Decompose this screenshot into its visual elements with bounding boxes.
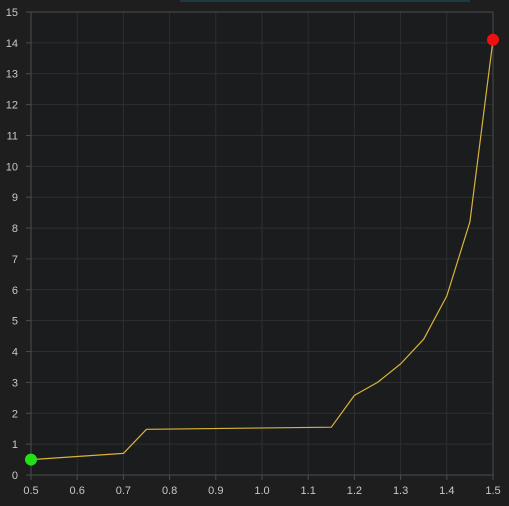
y-tick-label: 2 bbox=[12, 408, 18, 420]
y-tick-label: 11 bbox=[7, 130, 18, 142]
top-strip bbox=[180, 0, 470, 2]
x-tick-label: 1.1 bbox=[301, 485, 316, 497]
y-tick-label: 9 bbox=[12, 192, 18, 204]
end-marker bbox=[487, 33, 499, 46]
y-tick-label: 4 bbox=[12, 347, 18, 359]
y-tick-label: 0 bbox=[12, 470, 18, 482]
x-tick-label: 1.2 bbox=[347, 485, 362, 497]
y-tick-label: 6 bbox=[12, 285, 18, 297]
x-tick-label: 0.9 bbox=[208, 485, 223, 497]
x-tick-label: 1.5 bbox=[485, 485, 500, 497]
x-tick-label: 1.0 bbox=[254, 485, 269, 497]
y-tick-label: 14 bbox=[6, 38, 18, 50]
x-tick-label: 0.5 bbox=[23, 485, 38, 497]
x-tick-label: 0.7 bbox=[116, 485, 131, 497]
x-tick-label: 1.4 bbox=[439, 485, 454, 497]
x-tick-label: 0.6 bbox=[70, 485, 85, 497]
y-tick-label: 12 bbox=[6, 100, 18, 112]
series-line bbox=[30, 39, 494, 461]
y-tick-label: 10 bbox=[6, 161, 18, 173]
y-tick-label: 8 bbox=[12, 223, 18, 235]
y-tick-label: 7 bbox=[12, 254, 18, 266]
start-marker bbox=[25, 453, 37, 466]
y-tick-label: 5 bbox=[12, 316, 18, 328]
x-tick-label: 0.8 bbox=[162, 485, 177, 497]
y-tick-label: 3 bbox=[12, 377, 18, 389]
x-tick-label: 1.3 bbox=[393, 485, 408, 497]
y-tick-label: 15 bbox=[6, 7, 18, 19]
y-tick-label: 1 bbox=[12, 439, 18, 451]
y-tick-label: 13 bbox=[6, 69, 18, 81]
